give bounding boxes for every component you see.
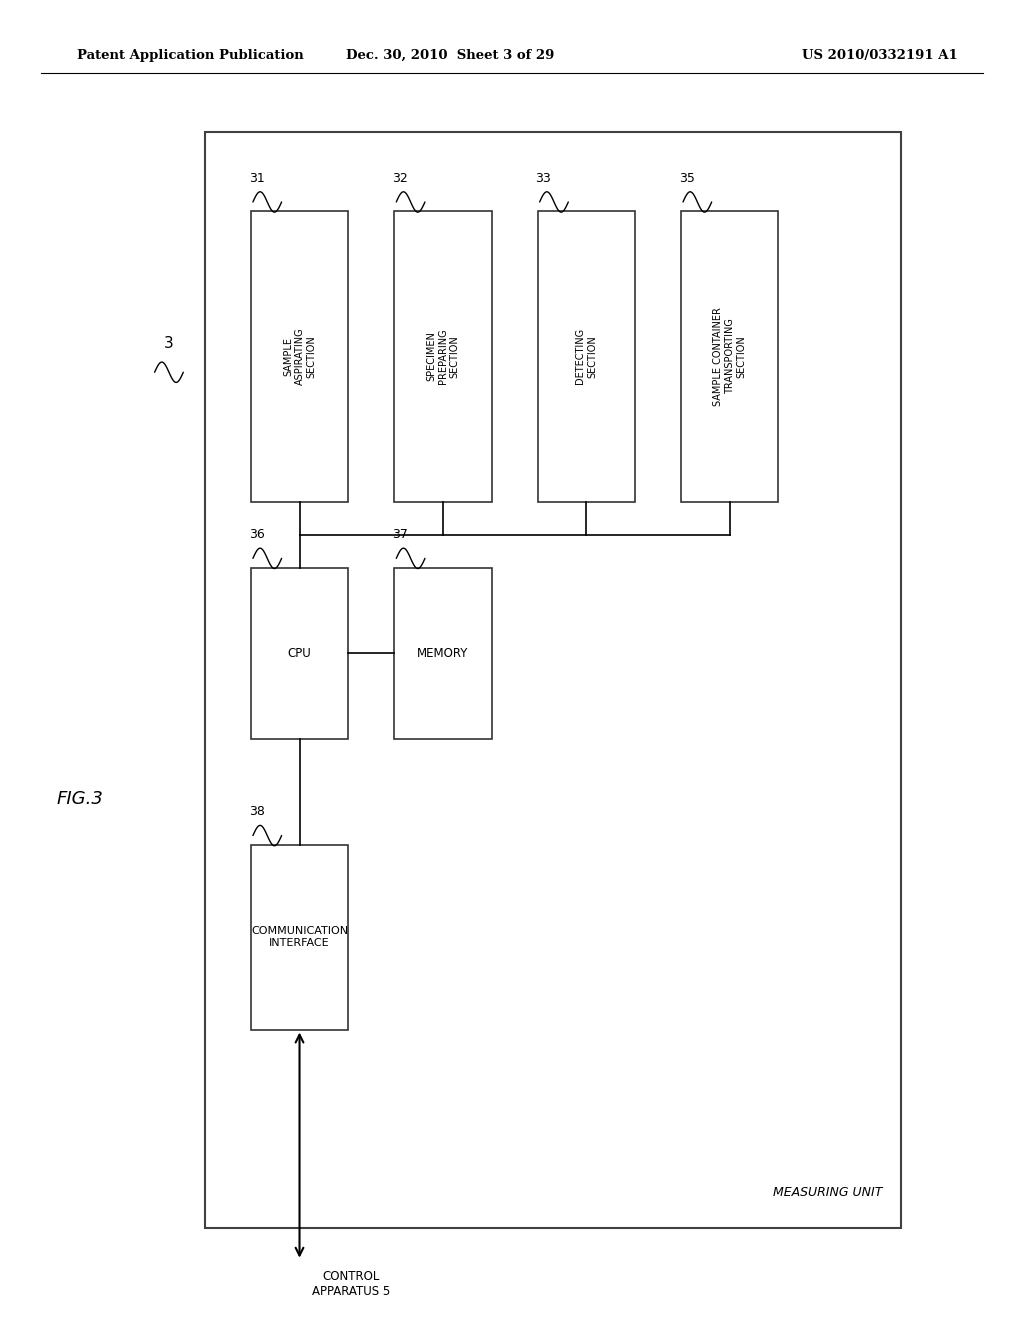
Bar <box>251 211 348 502</box>
Bar <box>394 568 492 739</box>
Text: FIG.3: FIG.3 <box>56 789 103 808</box>
Text: CPU: CPU <box>288 647 311 660</box>
Bar <box>394 211 492 502</box>
Text: 36: 36 <box>249 528 264 541</box>
Text: MEASURING UNIT: MEASURING UNIT <box>773 1185 883 1199</box>
Text: 33: 33 <box>536 172 551 185</box>
Text: MEMORY: MEMORY <box>417 647 469 660</box>
Text: DETECTING
SECTION: DETECTING SECTION <box>575 329 597 384</box>
Bar <box>251 568 348 739</box>
Text: US 2010/0332191 A1: US 2010/0332191 A1 <box>802 49 957 62</box>
Text: SAMPLE
ASPIRATING
SECTION: SAMPLE ASPIRATING SECTION <box>283 327 316 385</box>
Text: Patent Application Publication: Patent Application Publication <box>77 49 303 62</box>
Text: CONTROL
APPARATUS 5: CONTROL APPARATUS 5 <box>311 1270 390 1298</box>
Bar <box>538 211 635 502</box>
Bar <box>681 211 778 502</box>
Text: Dec. 30, 2010  Sheet 3 of 29: Dec. 30, 2010 Sheet 3 of 29 <box>346 49 555 62</box>
Text: SPECIMEN
PREPARING
SECTION: SPECIMEN PREPARING SECTION <box>426 329 460 384</box>
Text: 3: 3 <box>164 335 174 351</box>
Bar <box>205 132 901 1228</box>
Bar <box>251 845 348 1030</box>
Text: SAMPLE CONTAINER
TRANSPORTING
SECTION: SAMPLE CONTAINER TRANSPORTING SECTION <box>713 308 746 405</box>
Text: 37: 37 <box>392 528 409 541</box>
Text: 32: 32 <box>392 172 408 185</box>
Text: COMMUNICATION
INTERFACE: COMMUNICATION INTERFACE <box>251 927 348 948</box>
Text: 38: 38 <box>249 805 265 818</box>
Text: 35: 35 <box>679 172 695 185</box>
Text: 31: 31 <box>249 172 264 185</box>
